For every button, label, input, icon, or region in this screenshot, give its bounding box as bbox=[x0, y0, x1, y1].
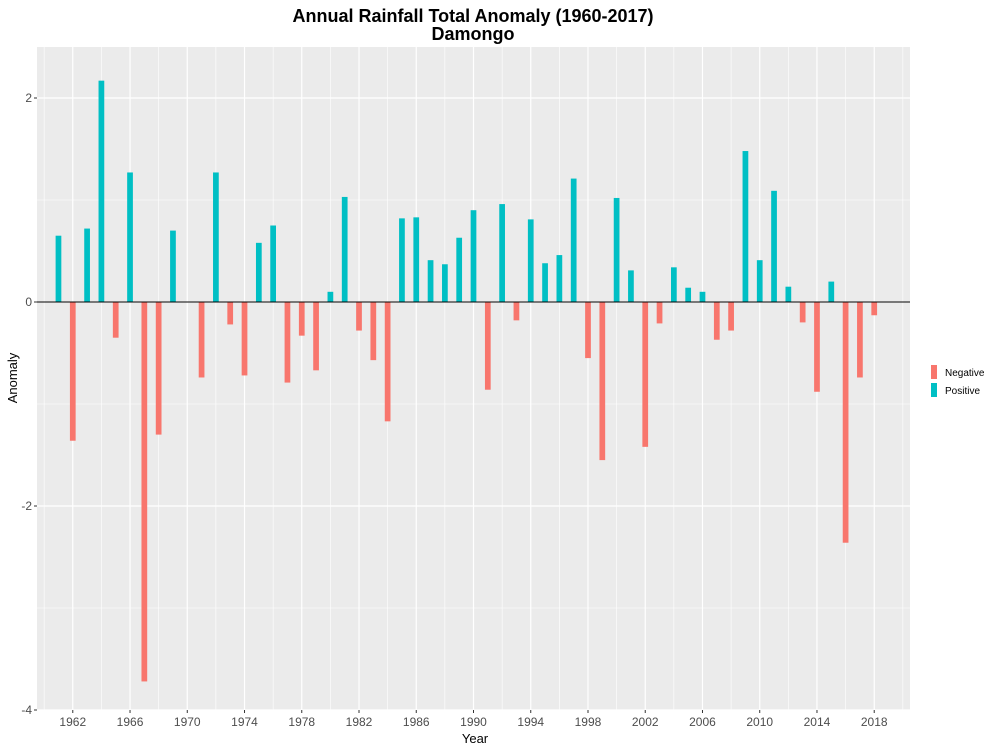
positive-bar-1994 bbox=[527, 219, 534, 302]
positive-bar-1986 bbox=[413, 217, 420, 302]
negative-bar-1968 bbox=[155, 302, 162, 435]
negative-bar-2013 bbox=[799, 302, 806, 323]
legend-label-positive: Positive bbox=[945, 386, 980, 397]
x-tick-label: 1978 bbox=[288, 715, 315, 729]
positive-bar-1995 bbox=[542, 263, 548, 302]
x-tick-label: 2018 bbox=[861, 715, 888, 729]
y-axis-title: Anomaly bbox=[5, 352, 20, 403]
positive-bar-1981 bbox=[341, 196, 348, 302]
positive-bar-1985 bbox=[399, 218, 405, 302]
x-tick-label: 1982 bbox=[346, 715, 373, 729]
positive-bar-1990 bbox=[470, 210, 477, 302]
chart-subtitle: Damongo bbox=[432, 24, 515, 44]
negative-bar-2014 bbox=[814, 302, 820, 392]
x-tick-label: 2006 bbox=[689, 715, 716, 729]
negative-bar-1978 bbox=[298, 302, 305, 336]
x-tick-label: 1986 bbox=[403, 715, 430, 729]
y-tick-label: -2 bbox=[21, 499, 32, 513]
negative-bar-2007 bbox=[713, 302, 720, 340]
positive-bar-1961 bbox=[55, 235, 62, 302]
positive-bar-1972 bbox=[213, 172, 219, 302]
x-axis-title: Year bbox=[462, 731, 489, 746]
negative-bar-2017 bbox=[857, 302, 863, 378]
x-tick-label: 1970 bbox=[174, 715, 201, 729]
positive-bar-2009 bbox=[742, 151, 749, 302]
legend-label-negative: Negative bbox=[945, 368, 985, 379]
negative-bar-1983 bbox=[370, 302, 377, 361]
gridlines bbox=[37, 47, 910, 711]
x-tick-label: 2002 bbox=[632, 715, 659, 729]
y-tick-label: -4 bbox=[21, 703, 32, 717]
negative-bar-1977 bbox=[284, 302, 291, 383]
positive-bar-1996 bbox=[556, 255, 563, 302]
positive-bar-2011 bbox=[771, 190, 777, 302]
positive-bar-1969 bbox=[170, 230, 176, 302]
positive-bar-2006 bbox=[699, 291, 706, 302]
negative-bar-1971 bbox=[198, 302, 205, 378]
x-axis: 1962 1966 1970 1974 1978 1982 1986 1990 1994 1998… bbox=[59, 710, 888, 729]
negative-bar-1991 bbox=[484, 302, 491, 390]
x-tick-label: 1994 bbox=[517, 715, 544, 729]
positive-bar-2005 bbox=[685, 287, 692, 302]
x-tick-label: 1998 bbox=[575, 715, 602, 729]
positive-bar-2012 bbox=[785, 286, 792, 302]
negative-bar-1965 bbox=[112, 302, 119, 338]
x-tick-label: 1966 bbox=[117, 715, 144, 729]
negative-bar-1973 bbox=[227, 302, 234, 325]
x-tick-label: 2010 bbox=[746, 715, 773, 729]
legend: Negative Positive bbox=[931, 365, 985, 397]
positive-bar-1980 bbox=[327, 291, 334, 302]
positive-bar-1987 bbox=[427, 260, 434, 302]
positive-bar-2001 bbox=[628, 270, 634, 302]
positive-bar-1997 bbox=[570, 178, 577, 302]
y-axis: -4 -2 0 2 bbox=[21, 91, 37, 717]
y-tick-label: 0 bbox=[25, 295, 32, 309]
chart-title: Annual Rainfall Total Anomaly (1960-2017… bbox=[292, 6, 653, 26]
x-tick-label: 1990 bbox=[460, 715, 487, 729]
negative-bar-1979 bbox=[313, 302, 319, 371]
positive-bar-1976 bbox=[270, 225, 277, 302]
positive-bar-1989 bbox=[456, 237, 463, 302]
positive-bar-2004 bbox=[670, 267, 677, 302]
negative-bar-1984 bbox=[384, 302, 391, 422]
negative-bar-1993 bbox=[513, 302, 520, 321]
positive-bar-1975 bbox=[255, 242, 262, 302]
negative-bar-1998 bbox=[585, 302, 591, 359]
negative-bar-1962 bbox=[69, 302, 76, 441]
negative-bar-2008 bbox=[728, 302, 734, 331]
positive-bar-1966 bbox=[127, 172, 133, 302]
positive-bar-2010 bbox=[756, 260, 763, 302]
positive-bar-1963 bbox=[84, 228, 90, 302]
legend-key-positive bbox=[931, 383, 937, 397]
positive-bar-2000 bbox=[613, 197, 620, 302]
positive-bar-2015 bbox=[828, 281, 835, 302]
positive-bar-1992 bbox=[499, 204, 505, 302]
negative-bar-2016 bbox=[842, 302, 849, 543]
bars bbox=[55, 80, 878, 682]
plot-panel bbox=[37, 47, 910, 711]
x-tick-label: 2014 bbox=[804, 715, 831, 729]
x-tick-label: 1962 bbox=[59, 715, 86, 729]
legend-key-negative bbox=[931, 365, 937, 379]
negative-bar-1982 bbox=[356, 302, 362, 331]
negative-bar-2003 bbox=[656, 302, 663, 324]
negative-bar-2002 bbox=[642, 302, 649, 447]
negative-bar-1967 bbox=[141, 302, 148, 682]
negative-bar-1999 bbox=[599, 302, 606, 461]
negative-bar-2018 bbox=[871, 302, 878, 316]
y-tick-label: 2 bbox=[25, 91, 32, 105]
positive-bar-1964 bbox=[98, 80, 105, 302]
negative-bar-1974 bbox=[241, 302, 248, 376]
x-tick-label: 1974 bbox=[231, 715, 258, 729]
positive-bar-1988 bbox=[442, 264, 448, 302]
